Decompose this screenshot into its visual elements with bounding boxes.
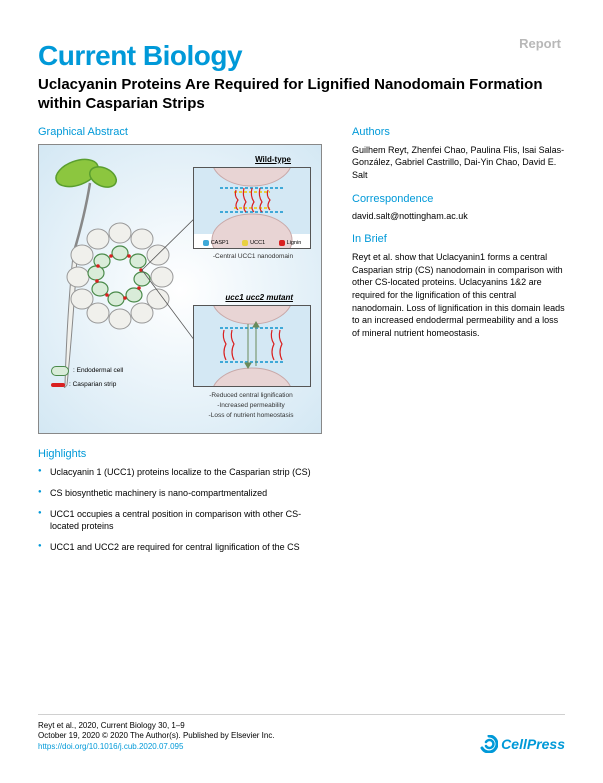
publisher-name: CellPress [501, 736, 565, 752]
mutant-captions: -Reduced central lignification -Increase… [191, 391, 311, 422]
correspondence-heading: Correspondence [352, 193, 565, 205]
figure-legend: : Endodermal cell : Casparian strip [51, 365, 123, 392]
publisher-logo: CellPress [480, 735, 565, 753]
wildtype-label: Wild-type [255, 155, 291, 164]
panel-legend: CASP1 UCC1 Lignin [194, 240, 310, 246]
wildtype-caption: -Central UCC1 nanodomain [203, 253, 303, 260]
endodermal-swatch [51, 366, 69, 376]
doi-link[interactable]: https://doi.org/10.1016/j.cub.2020.07.09… [38, 742, 275, 753]
highlights-list: Uclacyanin 1 (UCC1) proteins localize to… [38, 466, 328, 554]
inbrief-text: Reyt et al. show that Uclacyanin1 forms … [352, 251, 565, 339]
authors-list: Guilhem Reyt, Zhenfei Chao, Paulina Flis… [352, 144, 565, 182]
right-column: Authors Guilhem Reyt, Zhenfei Chao, Paul… [352, 126, 565, 563]
journal-title: Current Biology [38, 40, 565, 72]
highlights-heading: Highlights [38, 448, 328, 460]
article-title: Uclacyanin Proteins Are Required for Lig… [38, 76, 565, 114]
graphical-abstract-heading: Graphical Abstract [38, 126, 328, 138]
mutant-label: ucc1 ucc2 mutant [225, 293, 293, 302]
highlight-item: UCC1 occupies a central position in comp… [38, 508, 328, 532]
mutant-panel [193, 305, 311, 387]
highlight-item: Uclacyanin 1 (UCC1) proteins localize to… [38, 466, 328, 478]
main-content: Graphical Abstract [38, 126, 565, 563]
wildtype-panel: CASP1 UCC1 Lignin [193, 167, 311, 249]
graphical-abstract-figure: Wild-type [38, 144, 322, 434]
report-label: Report [519, 36, 561, 51]
casparian-swatch [51, 383, 65, 387]
cellpress-icon [480, 735, 498, 753]
footer: Reyt et al., 2020, Current Biology 30, 1… [38, 714, 565, 753]
inbrief-heading: In Brief [352, 233, 565, 245]
correspondence-email: david.salt@nottingham.ac.uk [352, 211, 565, 221]
plant-diagram [45, 155, 195, 395]
highlight-item: CS biosynthetic machinery is nano-compar… [38, 487, 328, 499]
left-column: Graphical Abstract [38, 126, 328, 563]
citation: Reyt et al., 2020, Current Biology 30, 1… [38, 721, 275, 753]
authors-heading: Authors [352, 126, 565, 138]
highlight-item: UCC1 and UCC2 are required for central l… [38, 541, 328, 553]
footer-divider [38, 714, 565, 715]
